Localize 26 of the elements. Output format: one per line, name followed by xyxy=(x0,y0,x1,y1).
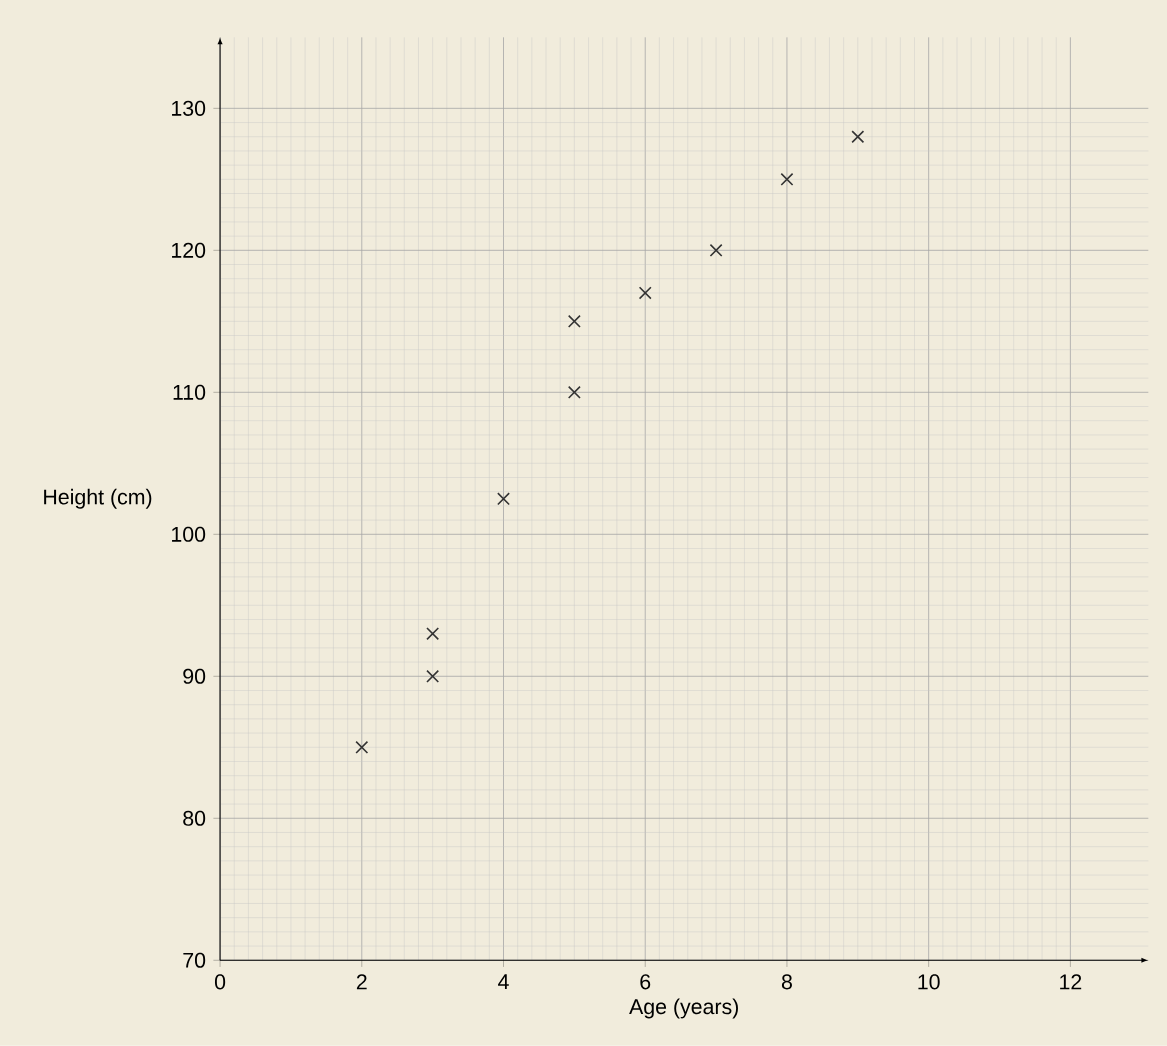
x-tick-label: 2 xyxy=(356,974,367,990)
point xyxy=(355,741,369,754)
y-tick-label: 110 xyxy=(173,384,206,401)
point xyxy=(426,670,440,683)
point xyxy=(497,492,510,506)
point xyxy=(638,286,652,300)
y-tick-label: 100 xyxy=(172,526,206,543)
point xyxy=(709,244,723,257)
y-tick-label: 70 xyxy=(183,952,206,969)
x-axis-title: Age (years) xyxy=(629,998,738,1019)
point xyxy=(567,386,581,399)
y-tick-label: 120 xyxy=(172,242,206,259)
x-tick-label: 4 xyxy=(498,974,509,990)
point xyxy=(780,173,794,186)
x-tick-label: 10 xyxy=(918,974,940,990)
y-tick-label: 90 xyxy=(183,668,206,685)
x-tick-label: 8 xyxy=(781,974,792,990)
point xyxy=(426,627,440,641)
y-axis-title: Height (cm) xyxy=(44,489,152,509)
x-tick-label: 0 xyxy=(214,974,226,990)
x-tick-label: 6 xyxy=(640,974,651,990)
point xyxy=(851,130,865,144)
y-tick-label: 80 xyxy=(183,810,206,827)
point xyxy=(567,315,581,328)
y-tick-label: 130 xyxy=(172,100,206,117)
x-tick-label: 12 xyxy=(1060,974,1082,990)
